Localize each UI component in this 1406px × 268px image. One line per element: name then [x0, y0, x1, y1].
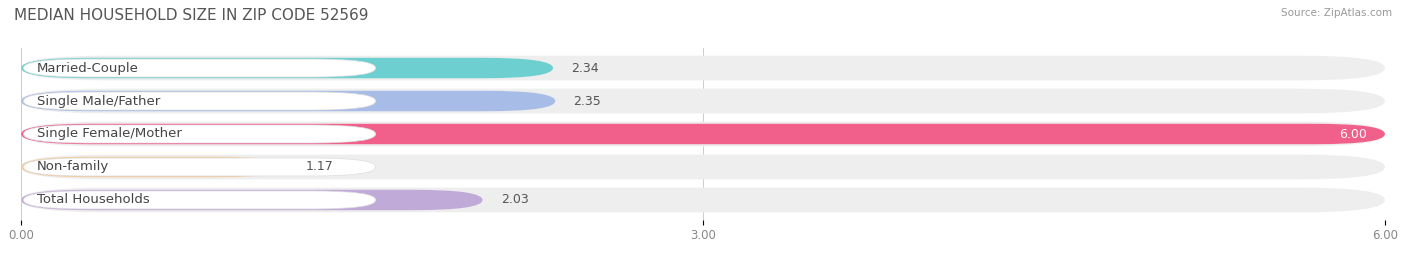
Text: Non-family: Non-family — [37, 161, 110, 173]
Text: Source: ZipAtlas.com: Source: ZipAtlas.com — [1281, 8, 1392, 18]
FancyBboxPatch shape — [24, 158, 375, 176]
FancyBboxPatch shape — [21, 89, 1385, 113]
Text: 2.03: 2.03 — [501, 193, 529, 206]
Text: 1.17: 1.17 — [305, 161, 333, 173]
Text: Married-Couple: Married-Couple — [37, 62, 139, 75]
FancyBboxPatch shape — [24, 191, 375, 209]
FancyBboxPatch shape — [24, 125, 375, 143]
Text: 2.35: 2.35 — [574, 95, 602, 107]
FancyBboxPatch shape — [21, 188, 1385, 212]
Text: Single Male/Father: Single Male/Father — [37, 95, 160, 107]
FancyBboxPatch shape — [21, 124, 1385, 144]
FancyBboxPatch shape — [21, 122, 1385, 146]
FancyBboxPatch shape — [21, 91, 555, 111]
FancyBboxPatch shape — [24, 92, 375, 110]
FancyBboxPatch shape — [21, 155, 1385, 179]
FancyBboxPatch shape — [21, 58, 553, 78]
FancyBboxPatch shape — [21, 157, 287, 177]
FancyBboxPatch shape — [21, 190, 482, 210]
Text: MEDIAN HOUSEHOLD SIZE IN ZIP CODE 52569: MEDIAN HOUSEHOLD SIZE IN ZIP CODE 52569 — [14, 8, 368, 23]
Text: Single Female/Mother: Single Female/Mother — [37, 128, 181, 140]
FancyBboxPatch shape — [24, 59, 375, 77]
Text: 6.00: 6.00 — [1339, 128, 1367, 140]
Text: Total Households: Total Households — [37, 193, 150, 206]
FancyBboxPatch shape — [21, 56, 1385, 80]
Text: 2.34: 2.34 — [571, 62, 599, 75]
